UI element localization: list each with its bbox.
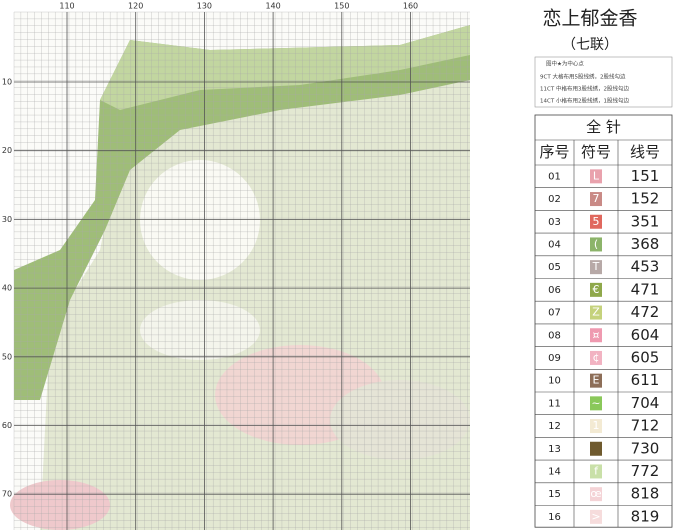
thread-number: 818 [631, 485, 660, 503]
thread-number: 368 [631, 235, 660, 253]
table-title: 全 针 [586, 118, 621, 136]
note-box [534, 56, 673, 108]
fabric-note: 9CT 大格布用5股线绣，2股线勾边 [540, 73, 626, 81]
row-number: 12 [548, 421, 561, 432]
row-number: 04 [548, 239, 561, 250]
symbol: Z [592, 306, 600, 319]
thread-number: 152 [631, 190, 660, 208]
symbol-swatch [590, 237, 602, 252]
thread-number: 704 [631, 394, 660, 412]
symbol-swatch [590, 487, 602, 502]
symbol-swatch [590, 328, 602, 343]
thread-number: 151 [631, 167, 660, 185]
row-number: 10 [548, 376, 561, 387]
symbol-swatch [590, 214, 602, 229]
symbol-swatch [590, 441, 602, 456]
symbol-swatch [590, 396, 602, 411]
column-label: 150 [334, 2, 349, 11]
thread-number: 604 [631, 326, 660, 344]
row-number: 14 [548, 466, 561, 477]
thread-number: 605 [631, 348, 660, 366]
row-number: 07 [548, 308, 561, 319]
symbol-swatch [590, 464, 602, 479]
row-label: 10 [2, 78, 12, 87]
subtitle: （七联） [562, 37, 618, 53]
thread-number: 712 [631, 417, 660, 435]
table-border [534, 114, 673, 528]
symbol-swatch [590, 509, 602, 524]
symbol: ¤ [593, 328, 600, 341]
symbol-swatch [590, 305, 602, 320]
thread-number: 471 [631, 280, 660, 298]
row-number: 02 [548, 194, 561, 205]
row-number: 15 [548, 489, 561, 500]
row-number: 05 [548, 262, 561, 273]
row-label: 50 [2, 352, 12, 361]
row-label: 60 [2, 421, 12, 430]
row-number: 09 [548, 353, 561, 364]
title: 恋上郁金香 [542, 8, 637, 30]
row-number: 11 [548, 398, 561, 409]
symbol: > [591, 510, 600, 523]
column-header: 序号 [539, 143, 569, 161]
row-number: 03 [548, 217, 561, 228]
column-label: 110 [59, 2, 74, 11]
thread-number: 730 [631, 439, 660, 457]
symbol: E [593, 374, 600, 387]
symbol-swatch [590, 282, 602, 297]
thread-number: 472 [631, 303, 660, 321]
column-label: 160 [403, 2, 418, 11]
symbol: f [594, 464, 599, 477]
center-note: 图中★为中心点 [546, 60, 584, 68]
thread-number: 772 [631, 462, 660, 480]
column-label: 130 [197, 2, 212, 11]
fabric-note: 11CT 中格布用3股线绣，2股线勾边 [540, 85, 629, 93]
thread-number: 819 [631, 507, 660, 525]
row-number: 16 [548, 512, 561, 523]
symbol: T [592, 260, 600, 273]
thread-number: 453 [631, 258, 660, 276]
symbol: ~ [591, 396, 600, 409]
row-label: 30 [2, 215, 12, 224]
thread-number: 351 [631, 212, 660, 230]
symbol: € [593, 283, 600, 296]
row-label: 70 [2, 490, 12, 499]
row-number: 08 [548, 330, 561, 341]
column-label: 140 [265, 2, 280, 11]
symbol: ¢ [593, 351, 600, 364]
symbol: œ [590, 487, 601, 500]
symbol-swatch [590, 169, 602, 184]
symbol-swatch [590, 350, 602, 365]
symbol-swatch [590, 373, 602, 388]
pattern-art [10, 12, 470, 530]
column-header: 符号 [581, 143, 611, 161]
row-number: 13 [548, 444, 561, 455]
symbol-swatch [590, 260, 602, 275]
symbol-swatch [590, 419, 602, 434]
fabric-note: 14CT 小格布用2股线绣，1股线勾边 [540, 97, 629, 105]
row-number: 06 [548, 285, 561, 296]
symbol: 7 [593, 192, 600, 205]
row-number: 01 [548, 171, 561, 182]
column-header: 线号 [630, 143, 660, 161]
row-label: 40 [2, 284, 12, 293]
symbol: L [593, 169, 600, 182]
symbol: ( [594, 237, 598, 250]
column-label: 120 [128, 2, 143, 11]
row-label: 20 [2, 146, 12, 155]
symbol: 1 [593, 419, 600, 432]
symbol-swatch [590, 192, 602, 207]
thread-number: 611 [631, 371, 660, 389]
symbol: 5 [593, 215, 600, 228]
